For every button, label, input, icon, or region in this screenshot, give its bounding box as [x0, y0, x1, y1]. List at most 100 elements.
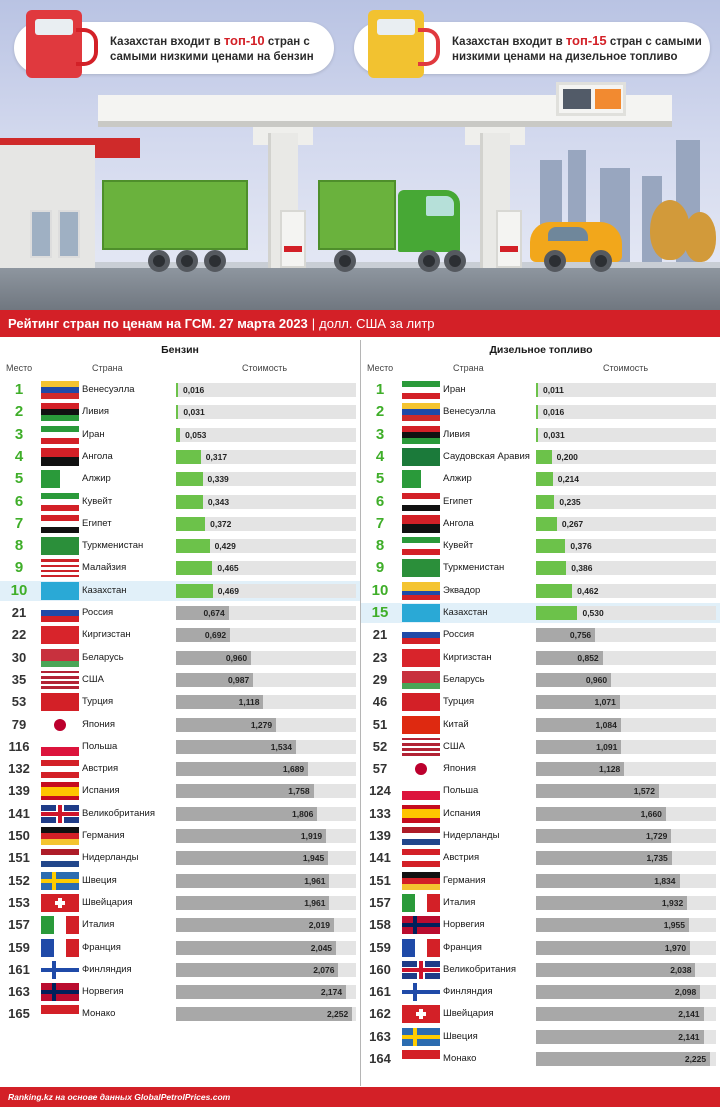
- rank-value: 150: [8, 828, 30, 843]
- table-row: 52 США 1,091: [361, 737, 720, 757]
- rank-value: 3: [375, 425, 385, 443]
- poland-flag-icon: [402, 782, 440, 801]
- price-bar: [176, 762, 309, 777]
- bar-track: 2,076: [176, 962, 356, 977]
- country-label: Австрия: [82, 763, 119, 775]
- table-row: 141 Великобритания 1,806: [0, 804, 360, 824]
- price-bar: [536, 985, 701, 1000]
- table-row: 8 Кувейт 0,376: [361, 536, 720, 556]
- rank-value: 162: [369, 1006, 391, 1022]
- truck-trailer: [102, 180, 248, 250]
- price-bar: [536, 962, 696, 977]
- table-row: 35 США 0,987: [0, 670, 360, 690]
- price-bar: [536, 494, 555, 509]
- rank-value: 133: [369, 805, 391, 821]
- price-label: 0,235: [559, 496, 581, 507]
- country-label: Россия: [82, 607, 114, 618]
- price-bar: [536, 1007, 704, 1022]
- price-bar: [176, 650, 252, 665]
- country-label: Иран: [443, 384, 466, 395]
- price-label: 1,758: [288, 786, 310, 797]
- price-label: 1,955: [663, 920, 685, 931]
- italy-flag-icon: [402, 893, 440, 912]
- country-label: Монако: [443, 1053, 477, 1064]
- country-label: Египет: [82, 517, 112, 529]
- price-label: 1,735: [646, 853, 668, 864]
- rank-value: 163: [8, 984, 30, 1000]
- rank-value: 79: [11, 716, 27, 732]
- price-label: 1,534: [270, 741, 293, 752]
- bar-track: 1,919: [176, 829, 356, 843]
- column-header-country: Страна: [92, 363, 123, 373]
- table-row: 152 Швеция 1,961: [0, 871, 360, 891]
- bar-track: 2,045: [176, 940, 356, 955]
- price-bar: [536, 539, 566, 554]
- column-header-rank: Место: [367, 363, 394, 373]
- country-label: Кувейт: [82, 495, 113, 507]
- price-bar: [176, 918, 334, 933]
- price-label: 2,098: [674, 987, 697, 998]
- table-row: 151 Нидерланды 1,945: [0, 848, 360, 868]
- table-row: 6 Кувейт 0,343: [0, 492, 360, 512]
- country-label: Кувейт: [443, 540, 474, 552]
- canopy-pillar: [480, 133, 510, 268]
- rank-value: 152: [8, 872, 30, 888]
- price-bar: [176, 940, 337, 955]
- poland-flag-icon: [41, 737, 79, 756]
- price-label: 0,200: [556, 451, 578, 462]
- price-label: 0,530: [582, 608, 604, 618]
- uk-flag-icon: [402, 960, 440, 979]
- bar-track: 0,987: [176, 672, 356, 687]
- price-label: 0,429: [214, 541, 236, 552]
- price-label: 0,987: [227, 674, 250, 685]
- finland-flag-icon: [402, 983, 440, 1002]
- price-bar: [176, 739, 297, 754]
- bar-track: 0,372: [176, 516, 356, 531]
- price-label: 1,572: [633, 786, 656, 797]
- country-label: Италия: [443, 896, 476, 908]
- table-row: 53 Турция 1,118: [0, 692, 360, 712]
- table-row: 159 Франция 2,045: [0, 938, 360, 958]
- price-label: 0,214: [557, 474, 580, 485]
- country-label: Нидерланды: [443, 830, 500, 841]
- libya-flag-icon: [41, 403, 79, 422]
- table-row: 165 Монако 2,252: [0, 1004, 360, 1024]
- price-label: 1,970: [664, 942, 687, 953]
- bar-track: 1,806: [176, 806, 356, 821]
- spain-flag-icon: [41, 782, 79, 801]
- fuel-pump-icon: [368, 10, 440, 78]
- fuel-pump: [280, 210, 306, 268]
- price-label: 0,372: [210, 518, 232, 529]
- price-label: 1,128: [598, 764, 621, 775]
- wheel: [176, 250, 198, 272]
- rank-value: 2: [375, 403, 385, 421]
- finland-flag-icon: [41, 960, 79, 979]
- table-row: 139 Нидерланды 1,729: [361, 826, 720, 846]
- turkey-flag-icon: [402, 693, 440, 712]
- norway-flag-icon: [41, 983, 79, 1002]
- price-label: 2,038: [670, 964, 692, 975]
- rank-value: 139: [8, 783, 30, 799]
- bar-track: 0,386: [536, 561, 716, 576]
- bar-track: 1,128: [536, 762, 716, 777]
- price-bar: [176, 449, 201, 464]
- wheel: [204, 250, 226, 272]
- table-row: 3 Иран 0,053: [0, 425, 360, 445]
- country-label: Туркменистан: [443, 562, 505, 574]
- table-row: 57 Япония 1,128: [361, 759, 720, 779]
- bar-track: 1,970: [536, 940, 716, 955]
- table-row: 141 Австрия 1,735: [361, 848, 720, 868]
- country-label: Эквадор: [443, 584, 481, 596]
- country-label: Австрия: [443, 852, 480, 864]
- ecuador-flag-icon: [402, 581, 440, 600]
- bar-track: 1,572: [536, 784, 716, 799]
- bar-track: 2,252: [176, 1007, 356, 1022]
- country-label: Турция: [443, 696, 475, 708]
- bar-track: 0,469: [176, 583, 356, 598]
- table-row: 153 Швейцария 1,961: [0, 893, 360, 913]
- country-label: Германия: [82, 830, 125, 841]
- rank-value: 2: [14, 403, 24, 421]
- bar-track: 1,279: [176, 717, 356, 732]
- panel-title: Дизельное топливо: [489, 344, 593, 356]
- wheel: [334, 250, 356, 272]
